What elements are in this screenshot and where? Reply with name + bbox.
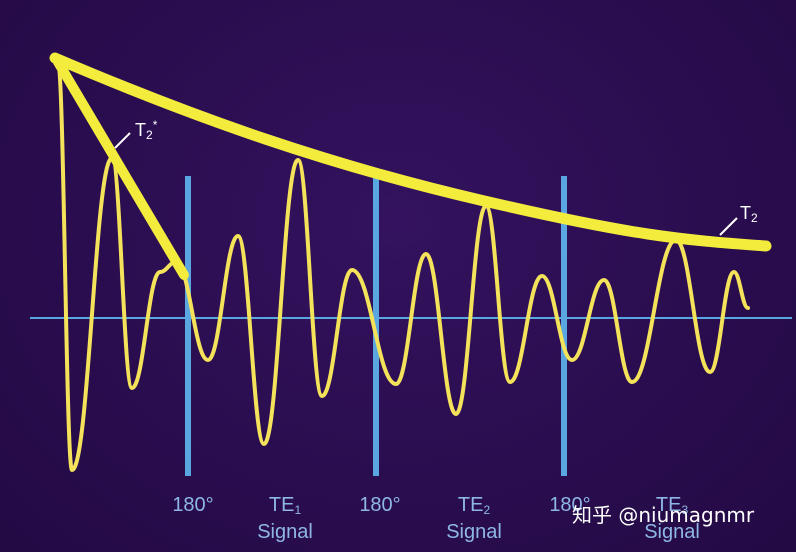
t2star-label: T2* [135, 118, 158, 142]
t2-pointer [719, 217, 738, 236]
te2-signal-label: TE2 Signal [446, 494, 502, 543]
pulse-label-3: 180° [549, 494, 591, 516]
t2star-pointer [114, 132, 131, 149]
watermark: 知乎 @niumagnmr [572, 503, 755, 527]
t2-envelope-curve [49, 52, 772, 252]
signal-wave [56, 60, 750, 472]
t2star-decay-line [53, 57, 189, 280]
te3-signal-label: TE3 Signal [644, 494, 700, 543]
te1-signal-label: TE1 Signal [257, 494, 313, 543]
t2-label: T2 [740, 203, 758, 225]
pulse-label-2: 180° [359, 494, 401, 516]
pulse-label-1: 180° [172, 494, 214, 516]
